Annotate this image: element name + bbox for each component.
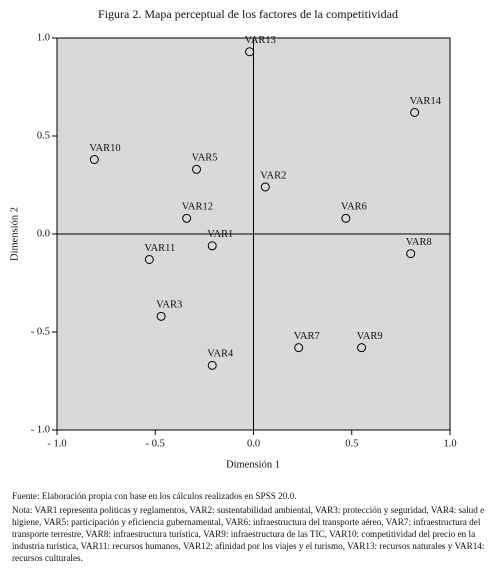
- x-tick-label: - 0.5: [146, 438, 165, 449]
- point-label: VAR9: [357, 331, 383, 342]
- x-tick-label: 0.0: [247, 438, 260, 449]
- point-label: VAR10: [89, 143, 120, 154]
- y-tick-label: - 0.5: [31, 326, 50, 337]
- point: [207, 241, 217, 251]
- point: [207, 360, 217, 370]
- source-note: Fuente: Elaboración propia con base en l…: [12, 491, 297, 501]
- x-tick-label: 1.0: [443, 438, 456, 449]
- point: [182, 213, 192, 223]
- point: [357, 343, 367, 353]
- point: [89, 155, 99, 165]
- x-tick-label: 0.5: [345, 438, 358, 449]
- point: [341, 213, 351, 223]
- point: [294, 343, 304, 353]
- x-tick-label: - 1.0: [47, 438, 66, 449]
- point-label: VAR4: [207, 349, 234, 360]
- point: [156, 311, 166, 321]
- point-label: VAR7: [294, 331, 320, 342]
- y-tick-label: 0.0: [37, 228, 50, 239]
- point-label: VAR1: [207, 229, 233, 240]
- point-label: VAR6: [341, 202, 367, 213]
- point: [192, 164, 202, 174]
- point-label: VAR3: [156, 300, 182, 311]
- point-label: VAR14: [410, 96, 442, 107]
- variable-note: Nota: VAR1 representa políticas y reglam…: [12, 505, 485, 563]
- y-tick-label: 1.0: [37, 32, 50, 43]
- point: [144, 254, 154, 264]
- point-label: VAR2: [260, 170, 286, 181]
- point-label: VAR13: [245, 35, 276, 46]
- point: [245, 47, 255, 57]
- chart-title: Figura 2. Mapa perceptual de los factore…: [98, 7, 398, 21]
- notes: Fuente: Elaboración propia con base en l…: [12, 490, 494, 566]
- point-label: VAR5: [192, 153, 218, 164]
- point-label: VAR12: [182, 202, 213, 213]
- y-tick-label: 0.5: [37, 130, 50, 141]
- y-axis-label: Dimensión 2: [9, 207, 20, 261]
- point-label: VAR8: [406, 237, 432, 248]
- x-axis-label: Dimensión 1: [226, 459, 280, 470]
- point: [410, 107, 420, 117]
- chart: Figura 2. Mapa perceptual de los factore…: [9, 7, 456, 471]
- point: [260, 182, 270, 192]
- point-label: VAR11: [144, 243, 175, 254]
- y-tick-label: - 1.0: [31, 424, 50, 435]
- point: [406, 249, 416, 259]
